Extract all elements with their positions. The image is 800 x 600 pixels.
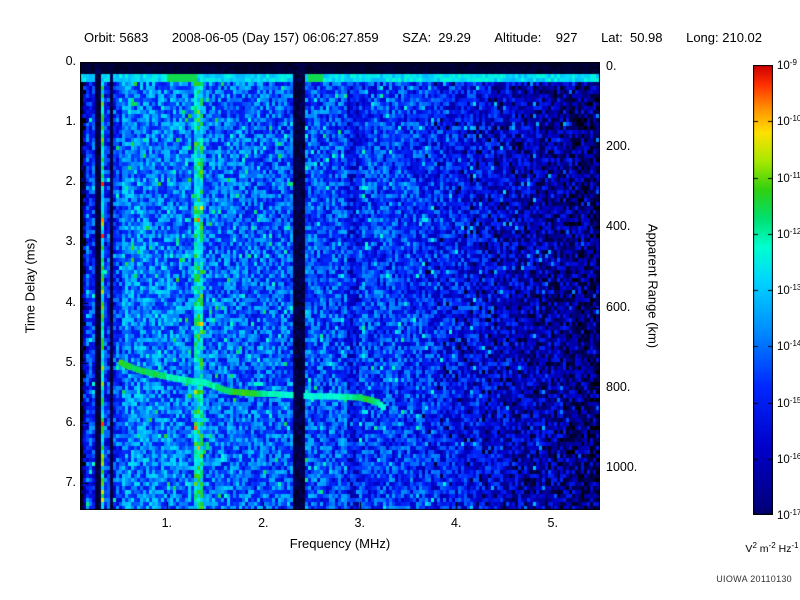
y2-tick-label: 400. (606, 219, 631, 234)
header-latitude: Lat: 50.98 (601, 30, 663, 45)
credit-text: UIOWA 20110130 (716, 574, 792, 584)
header-orbit: Orbit: 5683 (84, 30, 149, 45)
colorbar-tick-label: 10-12 (777, 226, 800, 241)
y2-tick-label: 0. (606, 59, 617, 73)
y-tick-label: 4. (65, 294, 76, 309)
unit-part: Hz (775, 543, 792, 555)
x-tick-label: 4. (451, 516, 462, 530)
x-tick-label: 2. (258, 516, 269, 530)
colorbar-tick-label: 10-10 (777, 114, 800, 129)
y2-tick-label: 200. (606, 139, 631, 154)
header-datetime: 2008-06-05 (Day 157) 06:06:27.859 (171, 30, 379, 45)
unit-part: -2 (768, 541, 776, 550)
unit-part: m (756, 543, 769, 555)
header-altitude: Altitude: 927 (494, 30, 578, 45)
x-tick-label: 1. (161, 516, 173, 530)
colorbar-tick-label: 10-15 (777, 395, 800, 410)
colorbar-tick-label: 10-9 (777, 58, 797, 72)
unit-part: 2 (752, 541, 757, 550)
colorbar-tick-label: 10-11 (777, 170, 800, 185)
y-axis-title: Time Delay (ms) (22, 238, 38, 334)
header-sza: SZA: 29.29 (402, 30, 471, 45)
colorbar-tick-label: 10-17 (777, 508, 800, 522)
y-tick-label: 3. (65, 234, 76, 249)
x-axis-title: Frequency (MHz) (289, 536, 391, 551)
header-info: Orbit: 5683 2008-06-05 (Day 157) 06:06:2… (84, 30, 762, 45)
header-longitude: Long: 210.02 (686, 30, 762, 45)
unit-part: V (745, 543, 753, 555)
y-tick-label: 0. (65, 54, 76, 68)
x-tick-label: 5. (547, 516, 558, 530)
y-tick-label: 5. (65, 354, 76, 369)
x-tick-label: 3. (354, 516, 365, 530)
unit-part: -1 (791, 541, 799, 550)
y2-tick-label: 800. (606, 379, 631, 394)
y-tick-label: 2. (65, 174, 76, 189)
y-tick-label: 7. (65, 474, 76, 489)
y2-axis-title: Apparent Range (km) (645, 223, 661, 349)
colorbar-tick-label: 10-16 (777, 451, 800, 466)
y2-tick-label: 600. (606, 299, 631, 314)
colorbar-unit-label: V2 m-2 Hz-1 (735, 541, 800, 555)
colorbar-tick-label: 10-13 (777, 283, 800, 297)
colorbar (753, 65, 773, 515)
y-tick-label: 1. (65, 114, 76, 129)
y-tick-label: 6. (65, 414, 76, 429)
y2-tick-label: 1000. (606, 459, 638, 474)
spectrogram-heatmap (80, 62, 600, 510)
colorbar-tick-label: 10-14 (777, 339, 800, 354)
